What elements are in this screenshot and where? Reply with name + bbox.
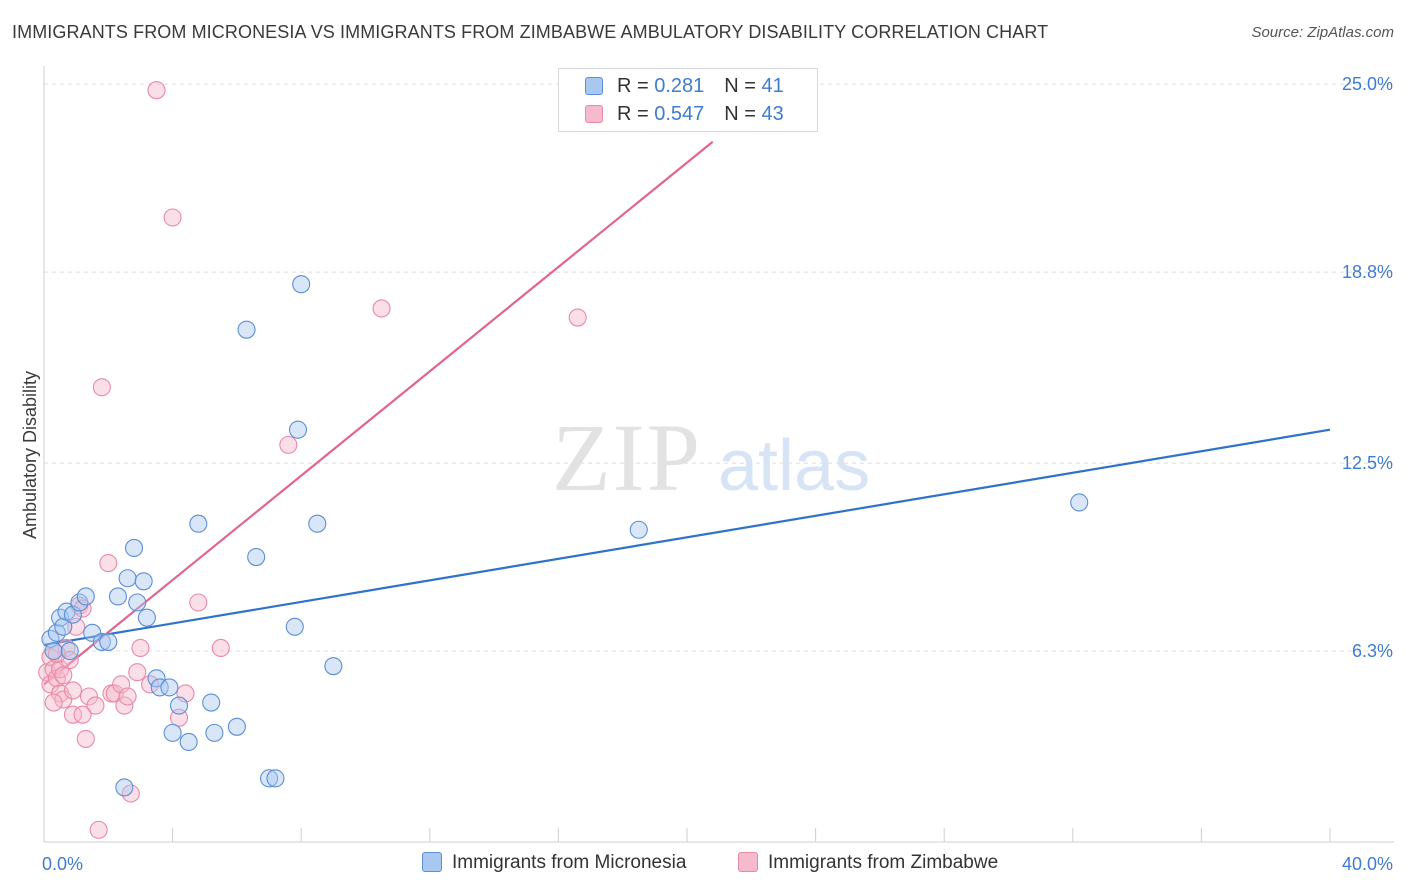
micronesia-point xyxy=(285,617,304,636)
zimbabwe-point xyxy=(92,378,111,397)
legend-row-zimbabwe: R = 0.547 N = 43 xyxy=(585,103,784,126)
zimbabwe-point xyxy=(211,638,230,658)
micronesia-point xyxy=(205,723,224,742)
micronesia-point xyxy=(227,717,246,736)
zimbabwe-point xyxy=(86,696,105,715)
zimbabwe-point xyxy=(131,638,150,658)
micronesia-point xyxy=(108,587,127,606)
bottom-legend-label-micronesia: Immigrants from Micronesia xyxy=(452,852,687,873)
zimbabwe-point xyxy=(128,663,147,682)
legend-n-label: N = xyxy=(724,103,756,125)
zimbabwe-trend-line xyxy=(43,140,714,686)
legend-swatch-micronesia xyxy=(585,77,603,95)
micronesia-point xyxy=(292,275,311,294)
micronesia-point xyxy=(83,623,102,642)
y-tick-label: 18.8% xyxy=(1342,262,1393,282)
legend-r-label: R = xyxy=(617,75,649,97)
micronesia-point xyxy=(189,514,208,533)
legend-n-value-micronesia: 41 xyxy=(761,75,784,97)
y-tick-label: 12.5% xyxy=(1342,453,1393,473)
micronesia-point xyxy=(259,769,279,788)
y-tick-label: 25.0% xyxy=(1342,74,1393,94)
micronesia-point xyxy=(150,678,169,697)
micronesia-point xyxy=(76,587,95,606)
watermark-zip: ZIP xyxy=(552,404,702,511)
chart-source: Source: ZipAtlas.com xyxy=(1251,24,1394,41)
zimbabwe-point xyxy=(99,554,118,573)
zimbabwe-point xyxy=(44,693,63,712)
zimbabwe-point xyxy=(372,299,391,318)
trend-lines xyxy=(43,140,1331,686)
micronesia-point xyxy=(115,778,134,797)
bottom-legend-swatch-micronesia xyxy=(422,852,442,872)
micronesia-point xyxy=(247,547,266,567)
micronesia-point xyxy=(128,593,147,612)
legend-r-value-zimbabwe: 0.547 xyxy=(654,103,705,125)
legend-r-value-micronesia: 0.281 xyxy=(654,75,705,97)
micronesia-point xyxy=(237,320,256,339)
micronesia-trend-line xyxy=(43,428,1331,647)
watermark-atlas: atlas xyxy=(718,426,870,506)
bottom-legend-zimbabwe: Immigrants from Zimbabwe xyxy=(738,852,998,874)
zimbabwe-point xyxy=(118,687,137,706)
chart-title: IMMIGRANTS FROM MICRONESIA VS IMMIGRANTS… xyxy=(12,22,1049,42)
y-tick-label: 6.3% xyxy=(1352,641,1393,661)
micronesia-point xyxy=(54,617,73,636)
micronesia-point xyxy=(202,693,221,712)
axes xyxy=(43,66,1394,843)
micronesia-points xyxy=(41,275,1089,797)
micronesia-point xyxy=(118,569,137,588)
micronesia-point xyxy=(134,572,153,591)
zimbabwe-point xyxy=(568,308,587,327)
legend: R = 0.281 N = 41 R = 0.547 N = 43 xyxy=(558,68,818,132)
y-axis-label: Ambulatory Disability xyxy=(20,371,40,539)
micronesia-point xyxy=(629,520,648,539)
x-tick-label-max: 40.0% xyxy=(1342,854,1393,874)
zimbabwe-point xyxy=(147,81,166,100)
zimbabwe-point xyxy=(89,820,108,839)
zimbabwe-point xyxy=(73,705,92,724)
zimbabwe-point xyxy=(79,687,99,706)
zimbabwe-point xyxy=(54,666,73,685)
grid-lines xyxy=(44,83,1394,652)
x-tick-label-min: 0.0% xyxy=(42,854,83,874)
bottom-legend-swatch-zimbabwe xyxy=(738,852,758,872)
micronesia-point xyxy=(324,657,343,676)
micronesia-point xyxy=(99,632,118,651)
zimbabwe-point xyxy=(67,617,86,636)
legend-swatch-zimbabwe xyxy=(585,105,603,123)
micronesia-point xyxy=(179,732,198,752)
micronesia-point xyxy=(60,641,79,661)
zimbabwe-point xyxy=(189,593,208,612)
micronesia-point xyxy=(266,769,285,788)
micronesia-point xyxy=(308,514,327,533)
micronesia-point xyxy=(124,538,144,557)
zimbabwe-point xyxy=(63,681,82,700)
zimbabwe-point xyxy=(54,690,73,709)
legend-r-label: R = xyxy=(617,103,649,125)
zimbabwe-points xyxy=(38,81,587,839)
zimbabwe-point xyxy=(63,705,82,724)
micronesia-point xyxy=(44,641,63,661)
zimbabwe-point xyxy=(76,729,95,748)
legend-n-label: N = xyxy=(724,75,756,97)
micronesia-point xyxy=(137,608,156,627)
micronesia-point xyxy=(160,678,179,697)
bottom-legend-micronesia: Immigrants from Micronesia xyxy=(422,852,686,874)
bottom-legend-label-zimbabwe: Immigrants from Zimbabwe xyxy=(768,852,999,873)
legend-row-micronesia: R = 0.281 N = 41 xyxy=(585,75,784,98)
legend-n-value-zimbabwe: 43 xyxy=(761,103,784,125)
micronesia-point xyxy=(1070,493,1089,512)
watermark: ZIP atlas xyxy=(552,404,870,511)
zimbabwe-point xyxy=(163,208,182,227)
tick-labels: 25.0% 18.8% 12.5% 6.3% 0.0% 40.0% xyxy=(42,74,1393,874)
micronesia-point xyxy=(169,696,189,715)
micronesia-point xyxy=(92,632,111,651)
micronesia-point xyxy=(288,420,308,439)
micronesia-point xyxy=(163,723,182,742)
zimbabwe-point xyxy=(279,435,298,454)
